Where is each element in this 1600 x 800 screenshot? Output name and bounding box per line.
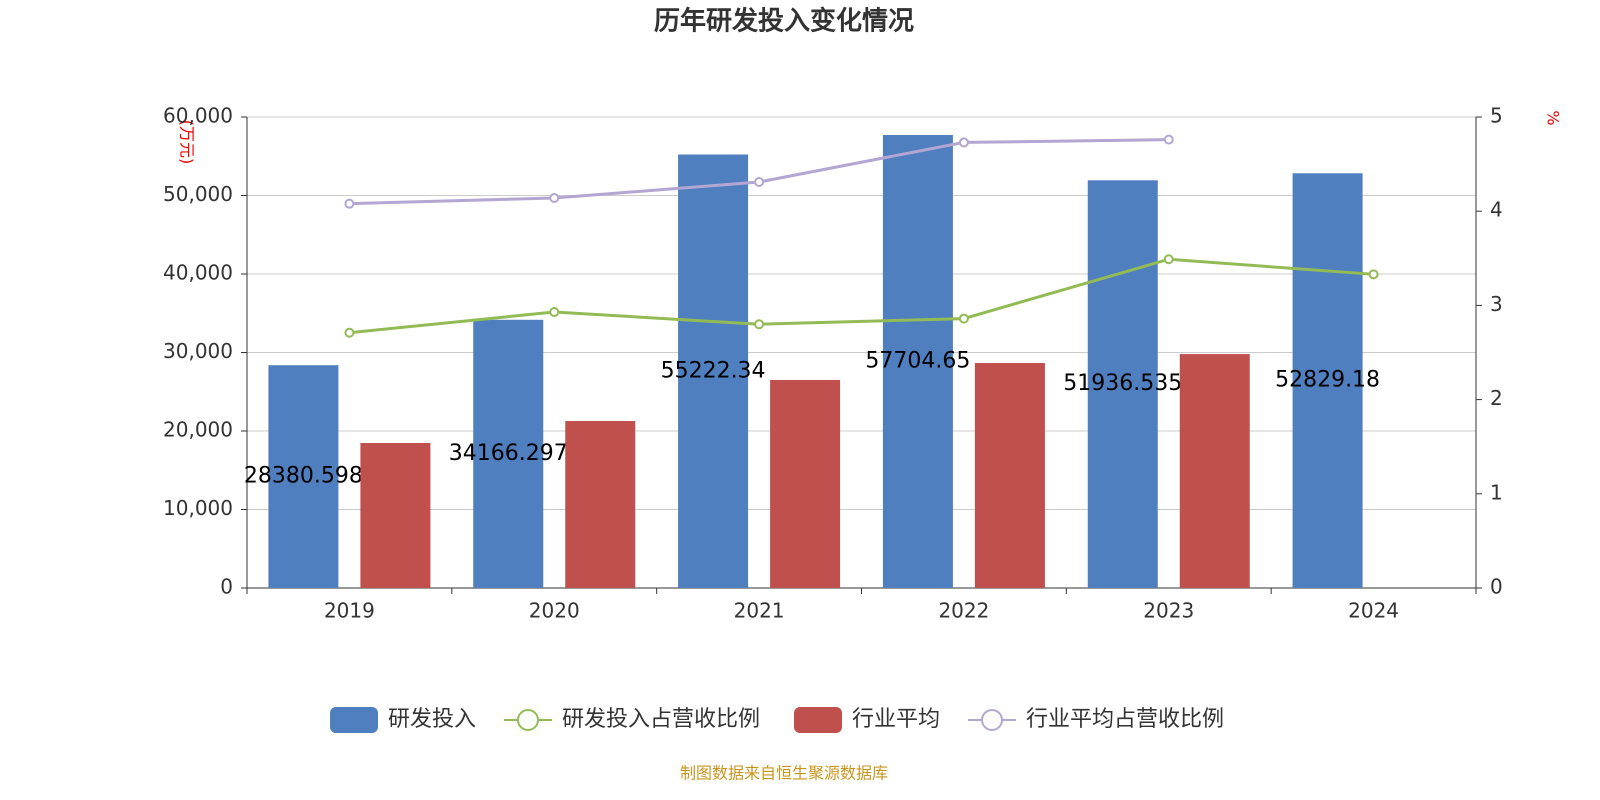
bar — [974, 363, 1045, 588]
bar — [1087, 180, 1158, 588]
y-axis-label: (万元) — [178, 120, 197, 165]
y2-tick-label: 0 — [1490, 575, 1503, 599]
y2-tick-label: 1 — [1490, 480, 1503, 504]
y2-tick-label: 4 — [1490, 198, 1503, 222]
y-tick-label: 30,000 — [163, 339, 233, 363]
data-label: 34166.297 — [449, 441, 568, 466]
data-label: 52829.18 — [1275, 368, 1380, 393]
y2-axis-label: % — [1544, 110, 1563, 125]
line — [349, 138, 1169, 206]
legend-swatch — [794, 707, 842, 733]
y-tick-label: 40,000 — [163, 261, 233, 285]
y-tick-label: 20,000 — [163, 418, 233, 442]
point — [754, 319, 765, 330]
x-tick-label: 2024 — [1348, 599, 1399, 623]
legend-swatch — [330, 707, 378, 733]
bar — [1292, 173, 1363, 588]
bar — [565, 421, 636, 588]
point — [549, 306, 560, 317]
x-tick-label: 2023 — [1143, 599, 1194, 623]
data-label: 57704.65 — [865, 349, 970, 374]
y-tick-label: 0 — [220, 575, 233, 599]
data-label: 28380.598 — [244, 464, 363, 489]
x-tick-label: 2021 — [734, 599, 785, 623]
bar — [678, 154, 749, 588]
point — [344, 327, 355, 338]
y-tick-label: 50,000 — [163, 182, 233, 206]
legend-label: 行业平均占营收比例 — [1026, 707, 1224, 732]
legend-swatch — [981, 709, 1003, 731]
legend-label: 行业平均 — [852, 707, 940, 732]
y-tick-label: 60,000 — [163, 104, 233, 128]
data-label: 51936.535 — [1063, 371, 1182, 396]
bar — [360, 443, 431, 588]
point — [1163, 134, 1174, 145]
point — [344, 198, 355, 209]
y-tick-label: 10,000 — [163, 496, 233, 520]
legend-label: 研发投入 — [388, 707, 476, 732]
x-tick-label: 2022 — [938, 599, 989, 623]
y2-tick-label: 3 — [1490, 292, 1503, 316]
data-label: 55222.34 — [661, 358, 766, 383]
legend-swatch — [517, 709, 539, 731]
point — [549, 193, 560, 204]
chart-title: 历年研发投入变化情况 — [654, 6, 914, 37]
bar — [268, 365, 339, 588]
y2-tick-label: 2 — [1490, 386, 1503, 410]
point — [958, 137, 969, 148]
bar — [770, 379, 841, 588]
point — [1163, 254, 1174, 265]
point — [1368, 269, 1379, 280]
point — [754, 176, 765, 187]
line — [349, 257, 1374, 335]
x-tick-label: 2019 — [324, 599, 375, 623]
bar — [473, 319, 544, 588]
point — [958, 313, 969, 324]
y2-tick-label: 5 — [1490, 104, 1503, 128]
x-tick-label: 2020 — [529, 599, 580, 623]
legend-label: 研发投入占营收比例 — [562, 707, 760, 732]
bar — [882, 135, 953, 588]
bar — [1179, 354, 1250, 588]
source-note: 制图数据来自恒生聚源数据库 — [680, 764, 888, 783]
